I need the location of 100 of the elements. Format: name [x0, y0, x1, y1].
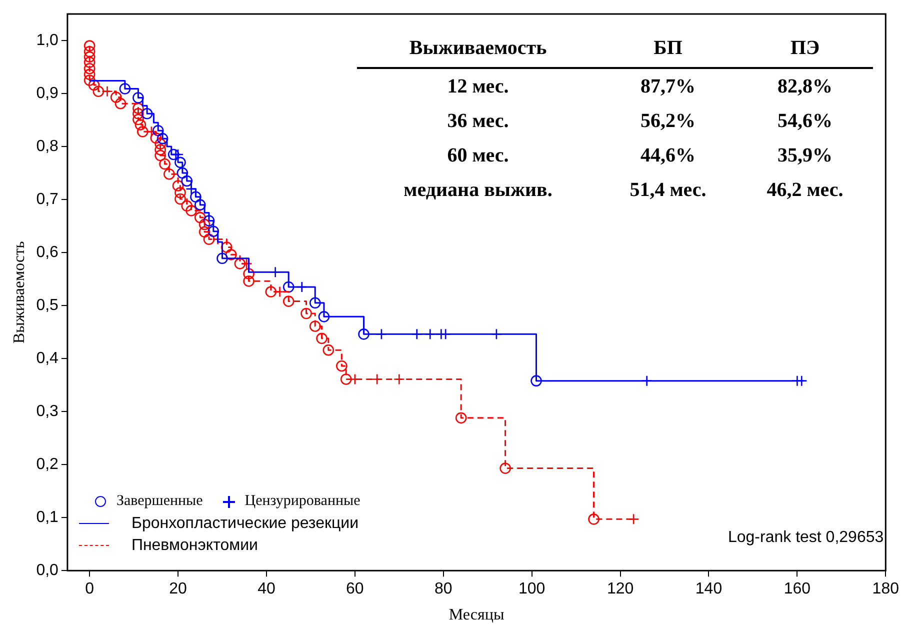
annotation: 82,8% — [778, 76, 832, 98]
legend-label: Цензурированные — [244, 493, 360, 510]
point — [154, 138, 166, 150]
point — [309, 297, 321, 309]
point — [84, 56, 96, 68]
point — [132, 108, 144, 120]
annotation: 44,6% — [640, 144, 696, 167]
point — [198, 226, 210, 238]
point — [194, 212, 206, 224]
y-tick-label: 0,3 — [36, 402, 59, 420]
point — [186, 205, 197, 216]
point — [132, 114, 144, 126]
legend-label: Пневмонэктомии — [131, 536, 258, 555]
point — [309, 320, 321, 332]
x-tick-label: 0 — [85, 580, 94, 598]
point — [203, 234, 215, 245]
point — [84, 68, 96, 80]
x-tick-label: 20 — [169, 580, 188, 598]
point — [174, 186, 186, 198]
y-tick-label: 1,0 — [36, 32, 59, 49]
x-tick-label: 120 — [606, 580, 634, 598]
point — [164, 168, 175, 180]
point — [152, 124, 164, 136]
point — [316, 332, 328, 344]
y-tick-label: 0,2 — [36, 456, 59, 473]
point — [154, 150, 166, 162]
point — [174, 156, 186, 168]
annotation: 87,7% — [640, 76, 696, 98]
point — [84, 40, 96, 52]
point — [84, 62, 96, 74]
point — [300, 308, 312, 320]
point — [84, 74, 96, 86]
legend-label: Бронхопластические резекции — [131, 514, 359, 533]
point — [194, 199, 206, 210]
annotation: 60 мес. — [447, 144, 509, 167]
annotation: 46,2 мес. — [766, 179, 844, 202]
point — [358, 328, 370, 340]
point — [134, 119, 146, 130]
point — [132, 92, 144, 104]
point — [282, 296, 294, 307]
annotation: ПЭ — [790, 37, 820, 60]
point — [234, 258, 246, 270]
point — [243, 268, 254, 280]
point — [455, 412, 467, 424]
annotation: БП — [654, 37, 683, 60]
point — [340, 374, 352, 385]
point — [265, 286, 277, 298]
annotation: 54,6% — [778, 110, 832, 132]
annotation: Выживаемость — [409, 37, 548, 60]
point — [336, 360, 348, 372]
point — [225, 249, 237, 260]
point — [159, 158, 170, 170]
point — [243, 276, 254, 287]
y-tick-label: 0,1 — [36, 508, 59, 526]
legend-label: Завершенные — [116, 493, 203, 510]
x-tick-label: 100 — [518, 580, 546, 598]
point — [221, 242, 232, 253]
y-tick-label: 0,6 — [36, 244, 59, 261]
point — [114, 98, 126, 110]
point — [176, 167, 188, 179]
x-tick-label: 180 — [872, 580, 900, 598]
annotation: 35,9% — [778, 144, 832, 167]
point — [203, 215, 215, 226]
y-axis-title: Выживаемость — [10, 241, 28, 344]
point — [84, 51, 96, 63]
annotation: 51,4 мес. — [630, 179, 706, 202]
point — [141, 108, 153, 120]
point — [132, 102, 144, 114]
point — [156, 132, 168, 144]
x-axis-title: Месяцы — [448, 606, 504, 624]
point — [119, 83, 131, 94]
point — [530, 375, 542, 386]
point — [84, 46, 96, 58]
annotation: 56,2% — [640, 110, 696, 132]
point — [88, 79, 100, 91]
annotation: Log-rank test 0,29653 — [728, 529, 884, 546]
point — [181, 175, 193, 187]
point — [322, 344, 334, 356]
point — [110, 92, 122, 103]
x-tick-label: 160 — [784, 580, 811, 598]
point — [181, 200, 193, 212]
point — [92, 86, 104, 98]
y-tick-label: 0,5 — [36, 296, 59, 314]
x-tick-label: 140 — [695, 580, 722, 598]
annotation: 12 мес. — [447, 76, 509, 98]
point — [318, 311, 330, 322]
point — [190, 191, 202, 203]
y-tick-label: 0,4 — [36, 350, 59, 367]
point — [172, 180, 184, 192]
point — [216, 252, 228, 264]
point — [282, 281, 294, 293]
point — [150, 132, 162, 144]
y-tick-label: 0,8 — [36, 138, 59, 155]
point — [208, 226, 220, 237]
y-tick-label: 0,9 — [36, 84, 59, 102]
point — [174, 193, 186, 205]
point — [500, 462, 511, 474]
x-tick-label: 40 — [258, 580, 276, 598]
y-tick-label: 0,7 — [36, 190, 59, 208]
point — [198, 218, 210, 230]
